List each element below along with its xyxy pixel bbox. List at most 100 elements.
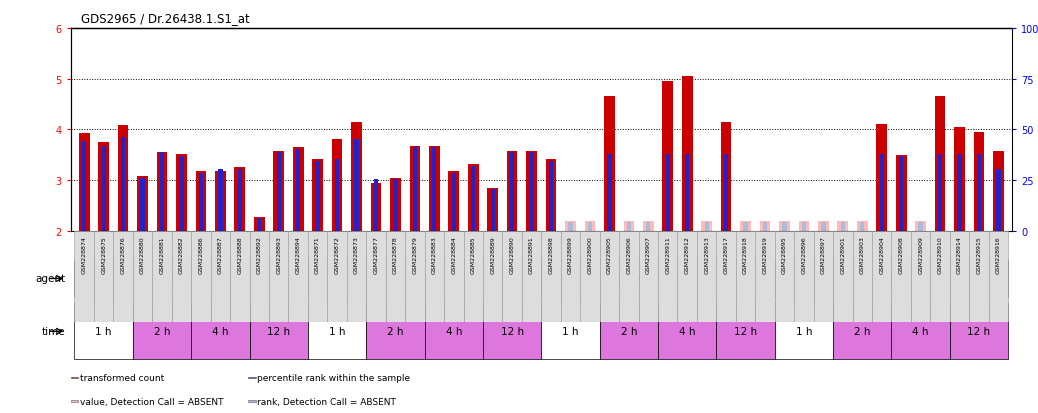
Bar [814,231,834,322]
Bar [977,154,981,231]
Text: GSM228881: GSM228881 [160,236,164,273]
Text: 4 h: 4 h [212,326,228,337]
Text: 2 h: 2 h [387,326,404,337]
Text: GSM228915: GSM228915 [977,236,982,273]
Text: GSM228909: GSM228909 [919,236,923,273]
Bar [879,154,884,231]
Bar [834,231,852,322]
Text: rank, Detection Call = ABSENT: rank, Detection Call = ABSENT [257,396,397,406]
Bar [740,221,750,231]
Bar [716,304,774,359]
Bar [248,377,256,378]
Bar [607,154,611,231]
Bar [736,231,756,322]
Bar [872,231,892,322]
Bar [180,157,184,231]
Text: GSM228904: GSM228904 [879,236,884,273]
Bar [140,178,144,231]
Text: GSM228885: GSM228885 [471,236,475,273]
Bar [627,222,631,231]
Bar [957,154,961,231]
Bar [838,221,848,231]
Bar [191,231,211,322]
Text: GSM228886: GSM228886 [198,236,203,273]
Bar [293,148,303,231]
Bar [354,139,359,231]
Bar [876,125,887,231]
Bar [561,231,580,322]
Bar [783,222,787,231]
Bar [716,231,736,322]
Text: GSM228876: GSM228876 [120,236,126,273]
Bar [160,153,164,231]
Text: 2 h: 2 h [621,326,637,337]
Bar [896,155,906,231]
Bar [522,231,541,322]
Text: GSM228905: GSM228905 [607,236,611,273]
Bar [643,221,654,231]
Text: GSM228917: GSM228917 [723,236,729,273]
Text: GSM228900: GSM228900 [588,236,593,273]
Bar [425,304,483,359]
Bar [390,178,401,231]
Text: GSM228888: GSM228888 [238,236,242,273]
Text: 12 h: 12 h [967,326,990,337]
Bar [774,304,834,359]
Bar [569,222,573,231]
Bar [296,150,300,231]
Text: GSM228872: GSM228872 [334,236,339,273]
Bar [584,221,596,231]
Bar [273,151,284,231]
Bar [405,231,425,322]
Bar [366,231,386,322]
Text: GSM228898: GSM228898 [548,236,553,273]
Bar [801,222,807,231]
Text: 12 h: 12 h [267,326,291,337]
Bar [969,231,989,322]
Bar [432,148,436,231]
Bar [444,231,464,322]
Bar [526,151,537,231]
Bar [834,304,892,359]
Bar [542,260,774,297]
Bar [821,222,825,231]
Bar [763,222,767,231]
Bar [678,231,696,322]
Bar [371,183,381,231]
Text: 4 h: 4 h [445,326,462,337]
Bar [121,138,126,231]
Bar [133,231,153,322]
Bar [93,231,113,322]
Bar [794,231,814,322]
Bar [393,180,398,231]
Text: 2 h: 2 h [854,326,871,337]
Bar [452,173,456,231]
Bar [176,154,187,231]
Text: 1 h: 1 h [329,326,346,337]
Bar [269,231,289,322]
Bar [308,260,542,297]
Bar [71,377,79,378]
Bar [507,151,518,231]
Bar [133,304,191,359]
Bar [938,154,943,231]
Text: GSM228871: GSM228871 [316,236,320,273]
Text: GSM228911: GSM228911 [665,236,671,273]
Text: GSM228893: GSM228893 [276,236,281,273]
Bar [249,304,308,359]
Bar [254,217,265,231]
Bar [892,304,950,359]
Bar [327,231,347,322]
Text: GSM228913: GSM228913 [704,236,709,273]
Bar [546,159,556,231]
Bar [113,231,133,322]
Text: GSM228912: GSM228912 [685,236,689,273]
Bar [624,221,634,231]
Text: GSM228890: GSM228890 [510,236,515,273]
Bar [529,153,534,231]
Bar [665,154,670,231]
Bar [75,231,93,322]
Bar [841,222,845,231]
Bar [308,304,366,359]
Bar [218,170,222,231]
